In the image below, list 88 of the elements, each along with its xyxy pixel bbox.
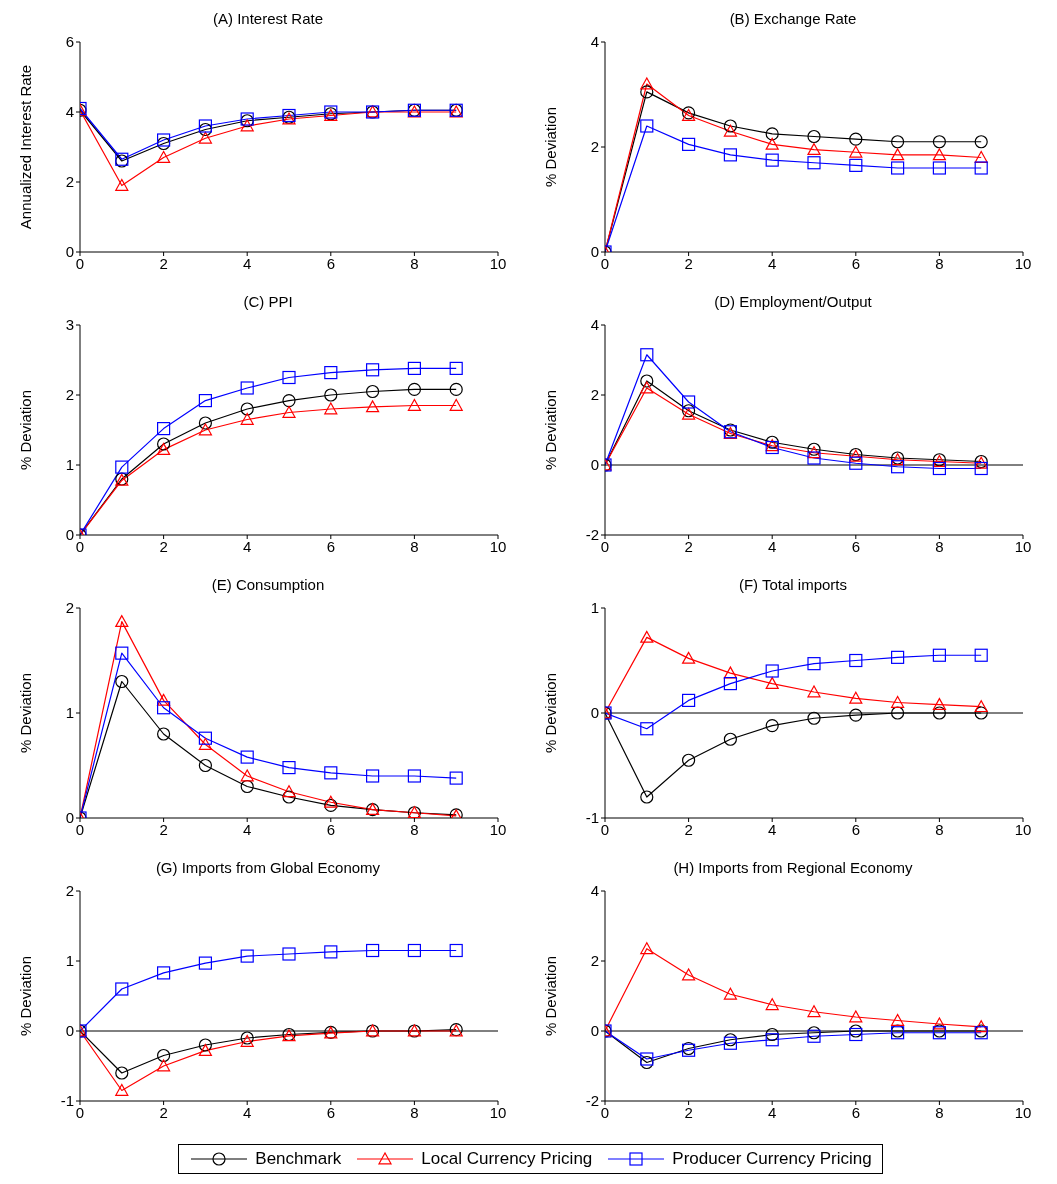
x-tick-label: 4: [243, 1103, 252, 1121]
x-tick-label: 8: [410, 820, 419, 838]
x-tick-label: 10: [1014, 820, 1032, 838]
x-tick-label: 2: [684, 1103, 693, 1121]
y-tick-label: 4: [590, 882, 599, 900]
x-tick-label: 4: [243, 537, 252, 555]
x-tick-label: 4: [768, 820, 777, 838]
y-tick-label: 0: [590, 456, 599, 474]
x-tick-label: 10: [1014, 1103, 1032, 1121]
x-tick-label: 6: [851, 254, 860, 272]
y-axis-title: % Deviation: [17, 389, 35, 471]
y-tick-label: 4: [590, 33, 599, 51]
y-tick-label: 1: [65, 952, 74, 970]
y-tick-label: 1: [65, 456, 74, 474]
y-tick-label: 2: [65, 386, 74, 404]
chart-title: (C) PPI: [242, 292, 294, 312]
x-tick-label: 2: [159, 537, 168, 555]
y-axis-title: % Deviation: [542, 106, 560, 188]
x-tick-label: 2: [159, 1103, 168, 1121]
x-tick-label: 8: [935, 820, 944, 838]
y-tick-label: 2: [65, 882, 74, 900]
y-tick-label: -1: [60, 1092, 74, 1110]
y-tick-label: 4: [65, 103, 74, 121]
y-axis-title: Annualized Interest Rate: [17, 64, 35, 230]
y-tick-label: 0: [590, 704, 599, 722]
x-tick-label: 4: [768, 1103, 777, 1121]
x-tick-label: 4: [768, 537, 777, 555]
y-tick-label: 0: [590, 1022, 599, 1040]
x-tick-label: 6: [851, 820, 860, 838]
x-tick-label: 6: [326, 820, 335, 838]
x-tick-label: 4: [243, 820, 252, 838]
y-tick-label: 0: [65, 1022, 74, 1040]
x-tick-label: 2: [684, 537, 693, 555]
y-tick-label: 6: [65, 33, 74, 51]
y-tick-label: 2: [65, 599, 74, 617]
y-tick-label: 3: [65, 316, 74, 334]
x-tick-label: 10: [489, 254, 507, 272]
x-tick-label: 10: [1014, 537, 1032, 555]
y-tick-label: 4: [590, 316, 599, 334]
x-tick-label: 8: [935, 537, 944, 555]
y-tick-label: 1: [590, 599, 599, 617]
y-tick-label: 2: [590, 952, 599, 970]
y-tick-label: 2: [590, 138, 599, 156]
x-tick-label: 2: [159, 820, 168, 838]
x-tick-label: 8: [935, 1103, 944, 1121]
x-tick-label: 4: [768, 254, 777, 272]
y-tick-label: 1: [65, 704, 74, 722]
x-tick-label: 6: [851, 537, 860, 555]
y-axis-title: % Deviation: [17, 955, 35, 1037]
chart-title: (F) Total imports: [737, 575, 849, 595]
x-tick-label: 6: [326, 1103, 335, 1121]
x-tick-label: 6: [851, 1103, 860, 1121]
y-tick-label: -2: [585, 526, 599, 544]
y-tick-label: 0: [65, 526, 74, 544]
y-axis-title: % Deviation: [542, 955, 560, 1037]
x-tick-label: 2: [684, 254, 693, 272]
chart-title: (H) Imports from Regional Economy: [672, 858, 914, 878]
legend-label: Producer Currency Pricing: [672, 1149, 872, 1169]
chart-title: (D) Employment/Output: [713, 292, 873, 312]
y-axis-title: % Deviation: [542, 389, 560, 471]
legend-label: Benchmark: [255, 1149, 342, 1169]
x-tick-label: 4: [243, 254, 252, 272]
x-tick-label: 8: [410, 1103, 419, 1121]
y-tick-label: 0: [590, 243, 599, 261]
x-tick-label: 10: [489, 537, 507, 555]
x-tick-label: 10: [489, 1103, 507, 1121]
chart-title: (G) Imports from Global Economy: [154, 858, 382, 878]
x-tick-label: 6: [326, 537, 335, 555]
legend-label: Local Currency Pricing: [421, 1149, 593, 1169]
x-tick-label: 6: [326, 254, 335, 272]
y-tick-label: 2: [590, 386, 599, 404]
chart-title: (A) Interest Rate: [211, 9, 324, 29]
x-tick-label: 8: [935, 254, 944, 272]
x-tick-label: 10: [1014, 254, 1032, 272]
y-tick-label: -1: [585, 809, 599, 827]
chart-title: (B) Exchange Rate: [728, 9, 858, 29]
x-tick-label: 2: [159, 254, 168, 272]
x-tick-label: 8: [410, 537, 419, 555]
x-tick-label: 2: [684, 820, 693, 838]
y-axis-title: % Deviation: [542, 672, 560, 754]
y-tick-label: -2: [585, 1092, 599, 1110]
y-tick-label: 2: [65, 173, 74, 191]
y-tick-label: 0: [65, 809, 74, 827]
x-tick-label: 10: [489, 820, 507, 838]
x-tick-label: 8: [410, 254, 419, 272]
y-axis-title: % Deviation: [17, 672, 35, 754]
chart-title: (E) Consumption: [210, 575, 326, 595]
y-tick-label: 0: [65, 243, 74, 261]
